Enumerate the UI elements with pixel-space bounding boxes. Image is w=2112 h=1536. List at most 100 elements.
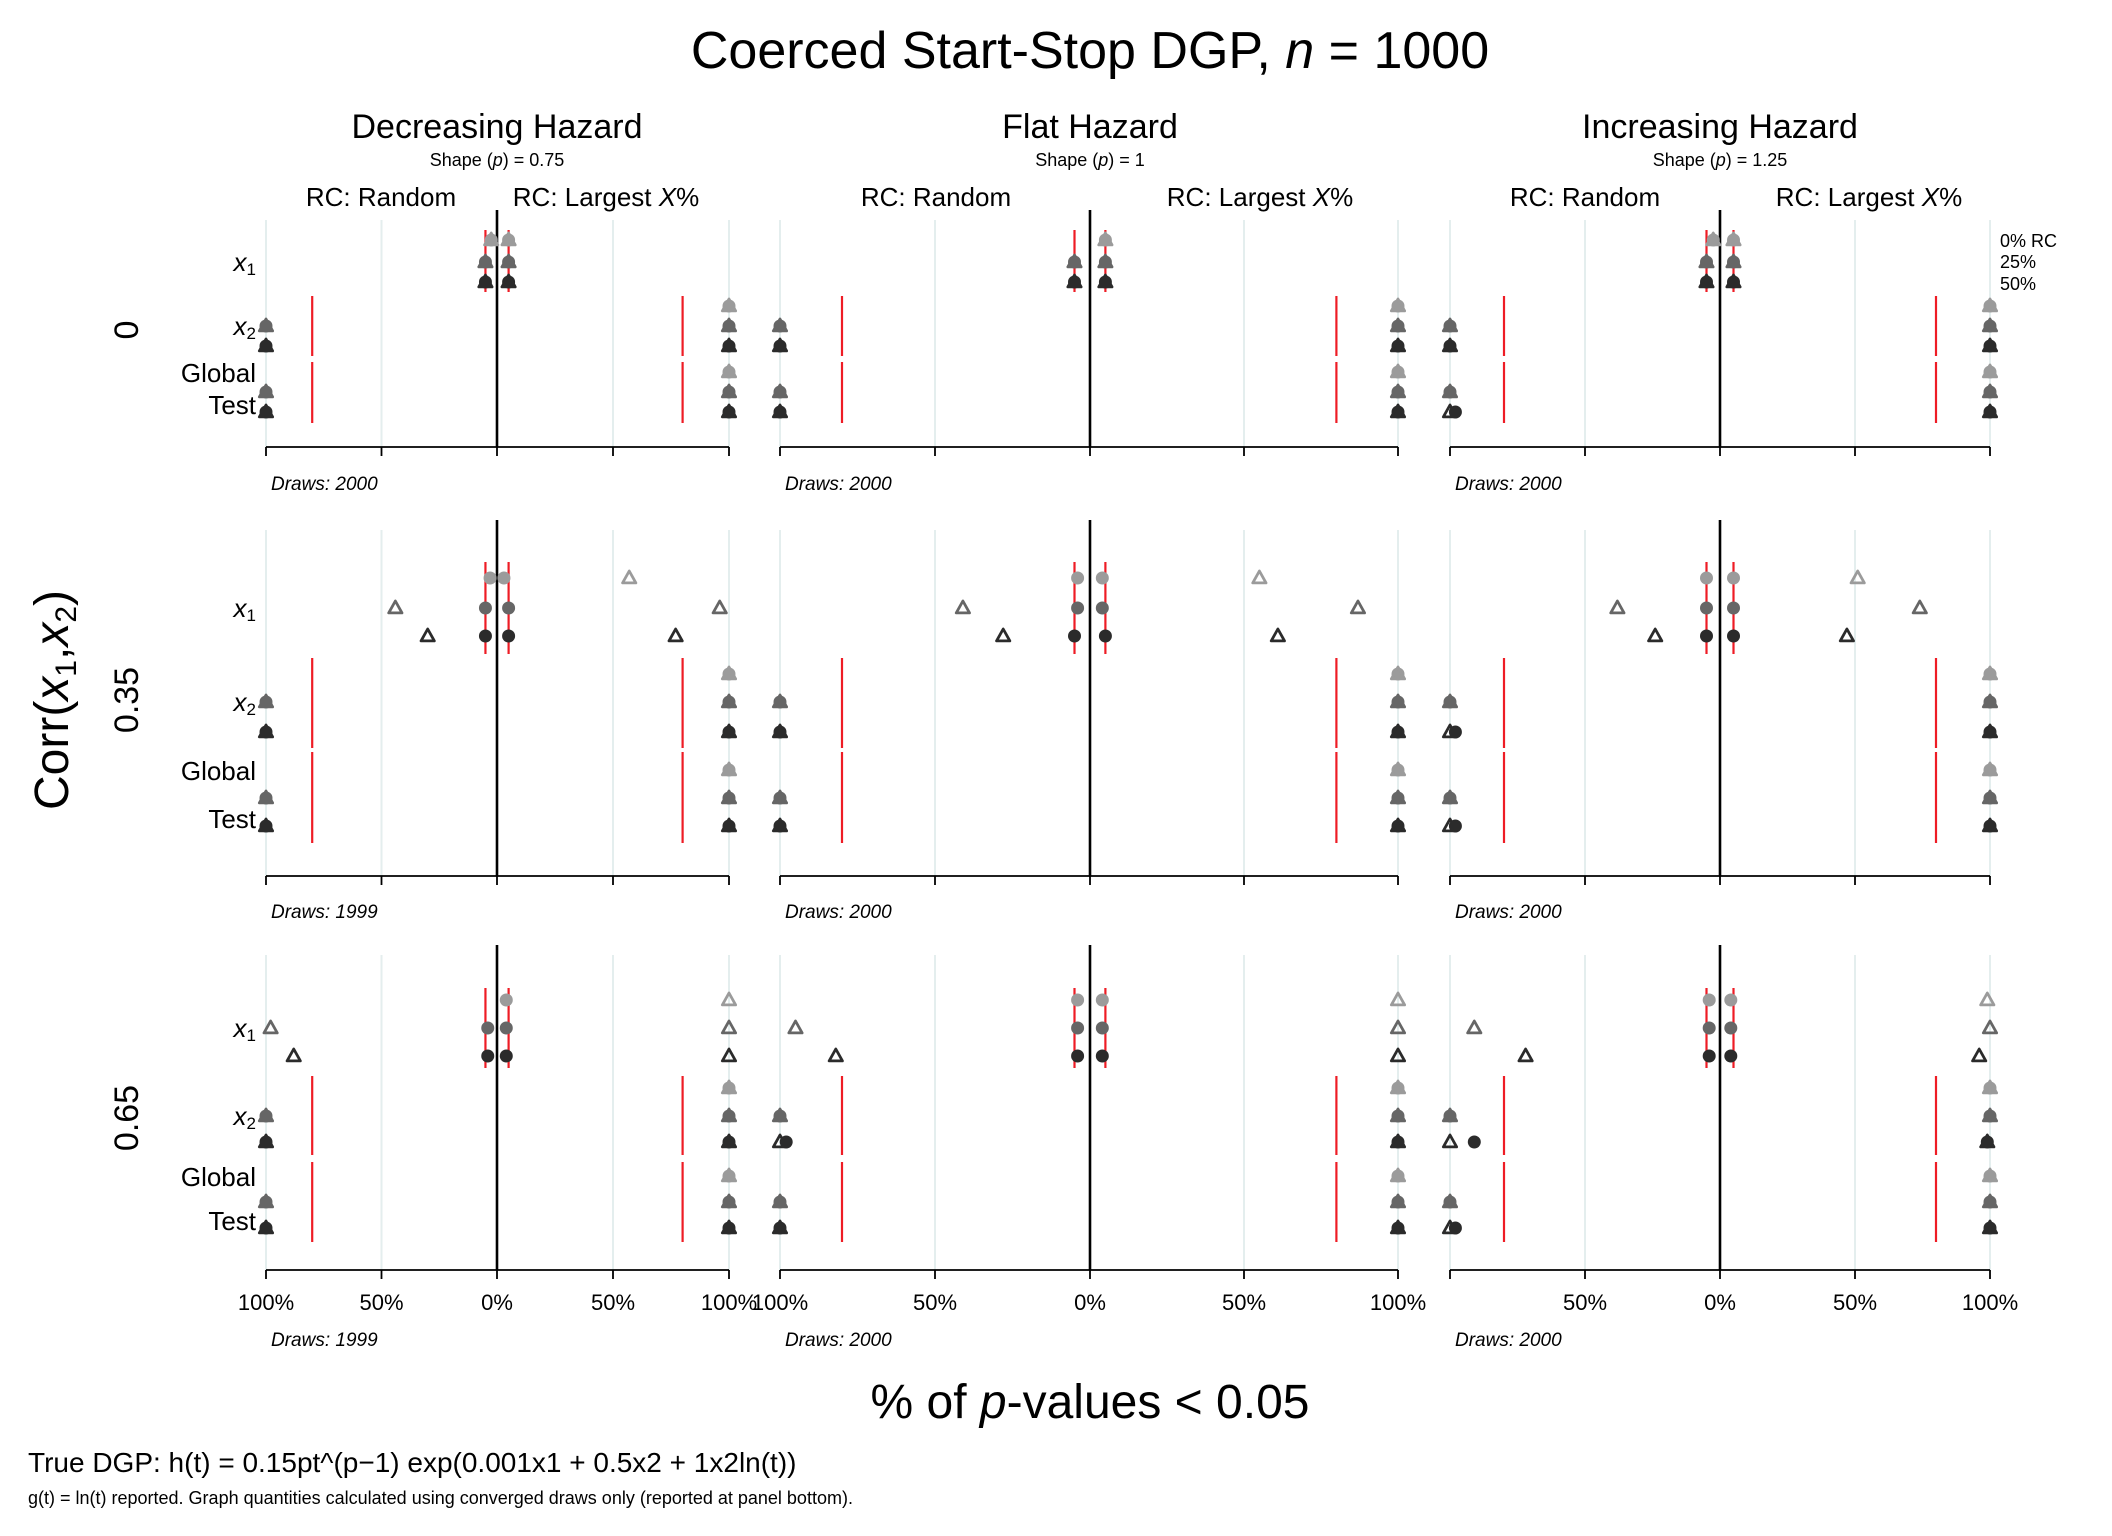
circle-random-x1-rc50 bbox=[1700, 629, 1713, 643]
triangle-largest-x2-rc50 bbox=[720, 337, 738, 353]
corr-label-065: 0.65 bbox=[108, 1085, 146, 1151]
triangle-largest-x2-rc0 bbox=[1389, 665, 1407, 681]
footnote-reporting: g(t) = ln(t) reported. Graph quantities … bbox=[28, 1488, 853, 1508]
triangle-largest-x1-rc50 bbox=[720, 1047, 738, 1063]
triangle-random-x1-rc25 bbox=[262, 1019, 279, 1035]
triangle-largest-global-rc50 bbox=[720, 817, 738, 833]
circle-largest-x1-rc0 bbox=[1727, 571, 1740, 585]
triangle-random-x2-rc25 bbox=[771, 1107, 789, 1123]
row-label-x1: x1 bbox=[232, 593, 256, 625]
triangle-largest-x2-rc0 bbox=[720, 1079, 738, 1095]
legend-entry-25: 25% bbox=[2000, 252, 2036, 272]
triangle-random-x1-rc50 bbox=[477, 273, 494, 289]
triangle-largest-x2-rc50 bbox=[1979, 1133, 1996, 1149]
circle-random-x1-rc0 bbox=[1071, 993, 1085, 1007]
triangle-largest-global-rc25 bbox=[720, 789, 738, 805]
triangle-random-x1-rc50 bbox=[1647, 627, 1664, 643]
triangle-largest-global-rc25 bbox=[1981, 1193, 1999, 1209]
x-axis-title: % of p-values < 0.05 bbox=[871, 1376, 1310, 1429]
circle-random-x1-rc25 bbox=[478, 601, 492, 615]
triangle-largest-global-rc50 bbox=[1981, 817, 1999, 833]
tick-label-2: 0% bbox=[1704, 1290, 1736, 1315]
triangle-largest-x1-rc50 bbox=[667, 627, 684, 643]
circle-largest-x1-rc0 bbox=[1095, 993, 1109, 1007]
circle-largest-x1-rc25 bbox=[499, 1021, 513, 1035]
triangle-random-x1-rc50 bbox=[827, 1047, 844, 1063]
triangle-largest-global-rc25 bbox=[1981, 789, 1999, 805]
triangle-random-global-rc25 bbox=[257, 789, 275, 805]
triangle-random-x2-rc50 bbox=[771, 337, 789, 353]
triangle-largest-x2-rc50 bbox=[1981, 723, 1999, 739]
triangle-largest-x1-rc25 bbox=[711, 599, 728, 615]
row-label-x1-sub: 1 bbox=[247, 260, 256, 279]
panel-0-1: Draws: 2000 bbox=[771, 210, 1407, 495]
triangle-largest-x1-rc50 bbox=[1971, 1047, 1988, 1063]
triangle-random-x2-rc25 bbox=[771, 317, 789, 333]
triangle-random-global-rc50 bbox=[771, 403, 789, 419]
triangle-largest-x1-rc0 bbox=[1979, 991, 1996, 1007]
triangle-largest-global-rc50 bbox=[720, 403, 738, 419]
circle-largest-x1-rc25 bbox=[1095, 1021, 1109, 1035]
triangle-random-global-rc25 bbox=[771, 1193, 789, 1209]
triangle-random-x1-rc25 bbox=[1466, 1019, 1483, 1035]
draws-label: Draws: 2000 bbox=[271, 474, 378, 495]
triangle-random-x1-rc50 bbox=[285, 1047, 302, 1063]
triangle-largest-x2-rc0 bbox=[720, 297, 738, 313]
triangle-random-x1-rc50 bbox=[1066, 273, 1083, 289]
side-label-random-1: RC: Random bbox=[306, 182, 456, 212]
triangle-random-x2-rc50 bbox=[1441, 723, 1459, 739]
circle-random-x1-rc25 bbox=[481, 1021, 495, 1035]
triangle-random-global-rc25 bbox=[257, 383, 275, 399]
side-label-random-3: RC: Random bbox=[1510, 182, 1660, 212]
triangle-largest-x2-rc50 bbox=[1389, 723, 1407, 739]
circle-random-x1-rc50 bbox=[1071, 1049, 1085, 1063]
row-label-x2: x2 bbox=[232, 1101, 256, 1133]
row-label-x1: x1 bbox=[232, 1013, 256, 1045]
triangle-largest-global-rc25 bbox=[1389, 1193, 1407, 1209]
triangle-largest-global-rc0 bbox=[1389, 761, 1407, 777]
triangle-largest-x1-rc0 bbox=[1389, 991, 1407, 1007]
circle-largest-x1-rc25 bbox=[1724, 1021, 1738, 1035]
triangle-random-x1-rc50 bbox=[1517, 1047, 1534, 1063]
chart-title: Coerced Start-Stop DGP, n = 1000 bbox=[691, 22, 1489, 80]
side-label-random-2: RC: Random bbox=[861, 182, 1011, 212]
circle-random-x1-rc50 bbox=[481, 1049, 495, 1063]
tick-label-0: 100% bbox=[238, 1290, 294, 1315]
triangle-largest-x1-rc25 bbox=[500, 253, 517, 269]
triangle-largest-x1-rc25 bbox=[720, 1019, 738, 1035]
circle-largest-x1-rc50 bbox=[1098, 629, 1112, 643]
triangle-largest-x1-rc25 bbox=[1349, 599, 1367, 615]
triangle-random-x2-rc50 bbox=[771, 723, 789, 739]
triangle-largest-global-rc25 bbox=[1981, 383, 1999, 399]
row-label-x2-sub: 2 bbox=[247, 700, 256, 719]
circle-random-x1-rc0 bbox=[1702, 993, 1716, 1007]
panel-1-0: Draws: 1999 x1 x2 Global Test bbox=[181, 520, 738, 923]
column-heading-increasing: Increasing Hazard bbox=[1582, 108, 1858, 146]
triangle-largest-x2-rc0 bbox=[1981, 297, 1999, 313]
triangle-largest-x1-rc50 bbox=[500, 273, 517, 289]
tick-label-3: 50% bbox=[591, 1290, 635, 1315]
triangle-largest-global-rc0 bbox=[720, 363, 738, 379]
tick-label-4: 100% bbox=[1370, 1290, 1426, 1315]
circle-random-x1-rc25 bbox=[1071, 1021, 1085, 1035]
draws-label: Draws: 2000 bbox=[785, 902, 892, 923]
triangle-random-global-rc50 bbox=[1441, 403, 1459, 419]
circle-largest-x1-rc25 bbox=[1727, 601, 1740, 615]
triangle-largest-global-rc0 bbox=[1981, 761, 1999, 777]
triangle-random-x2-rc50 bbox=[771, 1133, 789, 1149]
triangle-largest-global-rc50 bbox=[1389, 817, 1407, 833]
side-label-largest-3: RC: Largest X% bbox=[1776, 182, 1962, 212]
circle-random-x1-rc50 bbox=[1702, 1049, 1716, 1063]
row-label-test: Test bbox=[208, 804, 256, 834]
triangle-largest-global-rc0 bbox=[720, 1167, 738, 1183]
triangle-largest-x2-rc0 bbox=[1981, 1079, 1999, 1095]
row-header: Corr(x1,x2) bbox=[26, 590, 83, 810]
triangle-largest-x1-rc0 bbox=[1725, 231, 1742, 247]
footnote-true-dgp: True DGP: h(t) = 0.15pt^(p−1) exp(0.001x… bbox=[28, 1447, 796, 1478]
triangle-largest-x1-rc50 bbox=[1725, 273, 1742, 289]
column-heading-flat: Flat Hazard bbox=[1002, 108, 1178, 146]
triangle-largest-global-rc50 bbox=[1389, 403, 1407, 419]
triangle-largest-x2-rc25 bbox=[720, 1107, 738, 1123]
circle-random-x1-rc50 bbox=[1068, 629, 1081, 643]
